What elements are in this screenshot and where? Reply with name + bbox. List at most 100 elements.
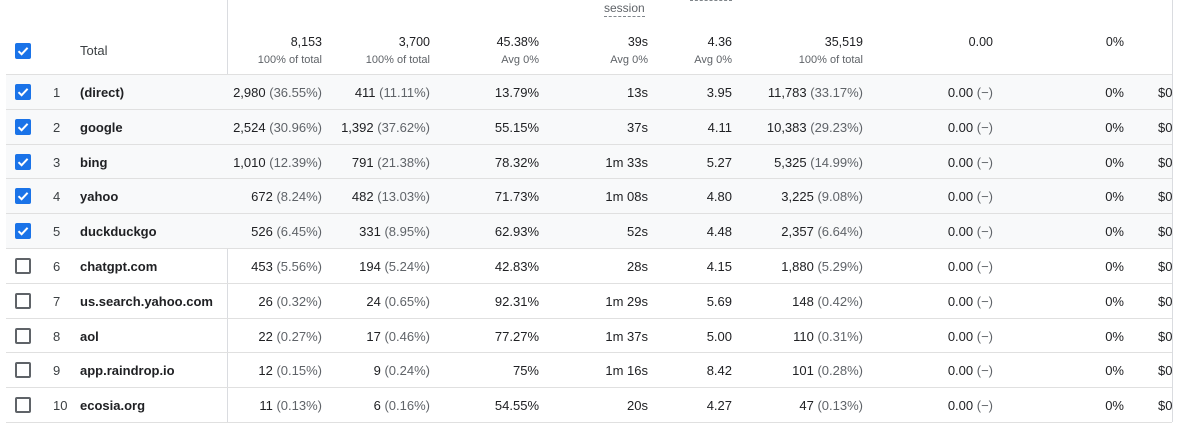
metric-value: 0.00 xyxy=(947,363,974,379)
source-name[interactable]: bing xyxy=(80,154,108,170)
column-header-session[interactable]: session xyxy=(604,1,645,17)
metric-value: 0% xyxy=(1105,154,1124,170)
metric-percent: (0.13%) xyxy=(817,398,863,414)
metric-value: 8.42 xyxy=(706,363,732,379)
table-row[interactable]: 8 aol 22 (0.27%) 17 (0.46%) 77.27% 1m 37s 5.00… xyxy=(6,317,1172,354)
metric-cell: 0.00 (−) xyxy=(948,259,993,274)
metric-percent: (−) xyxy=(976,398,993,414)
metric-cell: 0.00 (−) xyxy=(948,189,993,204)
metric-cell: 0.00 (−) xyxy=(948,224,993,239)
source-name[interactable]: ecosia.org xyxy=(80,398,146,414)
metric-cell: 0.00 (−) xyxy=(948,294,993,309)
total-label: Total xyxy=(80,43,108,58)
checkmark-icon xyxy=(17,88,29,97)
metric-cell: 0.00 (−) xyxy=(948,120,993,135)
table-bottom-border xyxy=(6,422,1172,423)
row-index: 7 xyxy=(53,293,61,309)
source-name[interactable]: yahoo xyxy=(80,189,119,205)
column-header-underline xyxy=(690,0,732,1)
metric-percent: (8.95%) xyxy=(384,224,430,240)
metric-cell: 482 (13.03%) xyxy=(352,189,430,204)
metric-cell: 1m 29s xyxy=(605,294,648,309)
metric-cell: 101 (0.28%) xyxy=(792,363,863,378)
row-checkbox[interactable] xyxy=(15,292,31,309)
metric-cell: 17 (0.46%) xyxy=(366,329,430,344)
column-divider-right xyxy=(1172,0,1173,422)
row-checkbox[interactable] xyxy=(15,84,31,100)
metric-cell: 331 (8.95%) xyxy=(359,224,430,239)
metric-cell: 5.00 xyxy=(707,329,732,344)
row-checkbox[interactable] xyxy=(15,362,31,379)
metric-cell: 9 (0.24%) xyxy=(374,363,430,378)
metric-cell: 5.27 xyxy=(707,155,732,170)
totals-row: Total 8,153 100% of total 3,700 100% of tot… xyxy=(6,0,1172,74)
table-row[interactable]: 2 google 2,524 (30.96%) 1,392 (37.62%) 55.15… xyxy=(6,108,1172,145)
metric-value: 0% xyxy=(1105,398,1124,414)
table-row[interactable]: 10 ecosia.org 11 (0.13%) 6 (0.16%) 54.55% 20s… xyxy=(6,387,1172,423)
total-value: 0.00 xyxy=(968,35,993,49)
select-all-checkbox[interactable] xyxy=(15,43,31,59)
metric-value: 0% xyxy=(1105,224,1124,240)
table-row[interactable]: 1 (direct) 2,980 (36.55%) 411 (11.11%) 13.79… xyxy=(6,74,1172,110)
metric-cell: 52s xyxy=(627,224,648,239)
row-index: 2 xyxy=(53,119,61,135)
metric-value: 0% xyxy=(1105,363,1124,379)
row-checkbox[interactable] xyxy=(15,327,31,344)
metric-value: 0.00 xyxy=(947,328,974,344)
source-name[interactable]: us.search.yahoo.com xyxy=(80,293,213,309)
metric-percent: (5.29%) xyxy=(817,259,863,274)
metric-cell: 453 (5.56%) xyxy=(251,259,322,274)
row-checkbox[interactable] xyxy=(15,118,31,135)
metric-value: 3,225 xyxy=(781,189,814,205)
metric-value: 26 xyxy=(258,293,273,309)
source-name[interactable]: aol xyxy=(80,328,99,344)
metric-value: 0% xyxy=(1105,189,1124,205)
metric-cell: 0% xyxy=(1105,294,1124,309)
row-checkbox[interactable] xyxy=(15,153,31,170)
metric-value: 0% xyxy=(1105,85,1124,100)
metric-value: 453 xyxy=(251,259,273,274)
metric-cell: 2,357 (6.64%) xyxy=(781,224,863,239)
metric-value: 42.83% xyxy=(494,259,539,274)
metric-value: 2,980 xyxy=(233,85,266,100)
metric-value: 4.27 xyxy=(706,398,732,414)
row-checkbox[interactable] xyxy=(15,258,31,274)
metric-value: 1,392 xyxy=(341,119,374,135)
source-name[interactable]: google xyxy=(80,119,123,135)
source-name[interactable]: (direct) xyxy=(80,85,125,100)
metric-value: 1,010 xyxy=(233,154,266,170)
metric-value: 37s xyxy=(627,119,648,135)
metric-cell-revenue: $0 xyxy=(1158,363,1172,379)
table-row[interactable]: 3 bing 1,010 (12.39%) 791 (21.38%) 78.32% 1m … xyxy=(6,143,1172,180)
metric-percent: (14.99%) xyxy=(810,154,863,170)
metric-percent: (0.46%) xyxy=(384,328,430,344)
metric-percent: (9.08%) xyxy=(817,189,863,205)
row-index: 1 xyxy=(53,85,61,100)
metric-value: 22 xyxy=(258,328,273,344)
metric-percent: (−) xyxy=(976,189,993,205)
metric-percent: (37.62%) xyxy=(377,119,430,135)
checkmark-icon xyxy=(17,122,29,132)
row-checkbox[interactable] xyxy=(15,188,31,205)
total-value: 3,700 xyxy=(398,35,430,49)
row-checkbox[interactable] xyxy=(15,223,31,240)
metric-cell: 4.11 xyxy=(708,120,732,135)
metric-value: 11,783 xyxy=(767,85,807,100)
table-row[interactable]: 4 yahoo 672 (8.24%) 482 (13.03%) 71.73% 1m 08… xyxy=(6,178,1172,215)
row-index: 9 xyxy=(53,363,61,379)
source-name[interactable]: app.raindrop.io xyxy=(80,363,175,379)
metric-percent: (11.11%) xyxy=(379,85,430,100)
metric-percent: (−) xyxy=(976,224,993,240)
metric-cell: 24 (0.65%) xyxy=(366,294,430,309)
row-checkbox[interactable] xyxy=(15,397,31,414)
source-name[interactable]: chatgpt.com xyxy=(80,259,158,274)
metric-value: 55.15% xyxy=(494,119,539,135)
metric-value: 62.93% xyxy=(494,224,539,240)
metric-cell: 0% xyxy=(1105,363,1124,378)
table-row[interactable]: 9 app.raindrop.io 12 (0.15%) 9 (0.24%) 75% 1m… xyxy=(6,352,1172,388)
table-row[interactable]: 5 duckduckgo 526 (6.45%) 331 (8.95%) 62.93% 5… xyxy=(6,213,1172,249)
table-row[interactable]: 7 us.search.yahoo.com 26 (0.32%) 24 (0.65%)… xyxy=(6,282,1172,319)
table-row[interactable]: 6 chatgpt.com 453 (5.56%) 194 (5.24%) 42.83%… xyxy=(6,248,1172,284)
source-name[interactable]: duckduckgo xyxy=(80,224,157,240)
